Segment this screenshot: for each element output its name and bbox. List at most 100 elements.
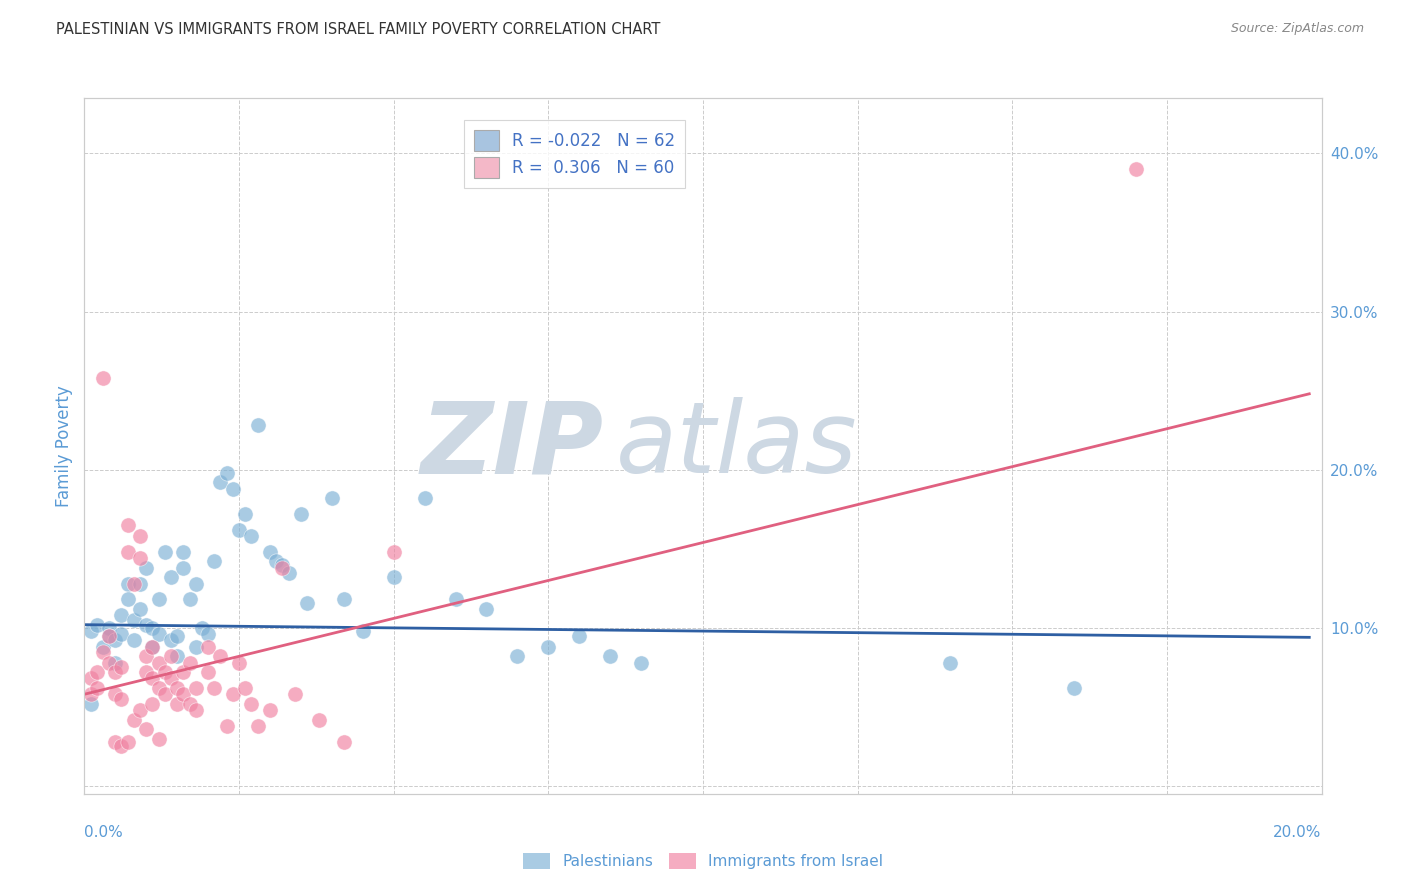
Point — [141, 640, 163, 654]
Point — [321, 491, 343, 505]
Point — [333, 735, 356, 749]
Point — [135, 560, 157, 574]
Point — [166, 681, 188, 695]
Text: PALESTINIAN VS IMMIGRANTS FROM ISRAEL FAMILY POVERTY CORRELATION CHART: PALESTINIAN VS IMMIGRANTS FROM ISRAEL FA… — [56, 22, 661, 37]
Point — [246, 719, 269, 733]
Point — [153, 687, 176, 701]
Point — [86, 665, 108, 680]
Point — [104, 687, 127, 701]
Point — [259, 545, 281, 559]
Point — [98, 629, 121, 643]
Point — [240, 697, 263, 711]
Point — [179, 592, 201, 607]
Point — [444, 592, 467, 607]
Point — [129, 551, 152, 566]
Point — [599, 649, 621, 664]
Point — [179, 656, 201, 670]
Text: Source: ZipAtlas.com: Source: ZipAtlas.com — [1230, 22, 1364, 36]
Point — [352, 624, 374, 638]
Point — [104, 735, 127, 749]
Point — [197, 640, 219, 654]
Point — [179, 697, 201, 711]
Point — [148, 592, 170, 607]
Point — [184, 576, 207, 591]
Point — [202, 554, 225, 568]
Point — [135, 649, 157, 664]
Text: atlas: atlas — [616, 398, 858, 494]
Point — [148, 681, 170, 695]
Point — [79, 624, 101, 638]
Point — [79, 697, 101, 711]
Point — [141, 621, 163, 635]
Point — [630, 656, 652, 670]
Point — [209, 475, 232, 490]
Legend: R = -0.022   N = 62, R =  0.306   N = 60: R = -0.022 N = 62, R = 0.306 N = 60 — [464, 120, 685, 187]
Point — [172, 665, 194, 680]
Text: 20.0%: 20.0% — [1274, 825, 1322, 840]
Point — [160, 672, 183, 686]
Point — [271, 560, 294, 574]
Point — [568, 629, 591, 643]
Point — [104, 633, 127, 648]
Point — [98, 629, 121, 643]
Point — [122, 576, 145, 591]
Legend: Palestinians, Immigrants from Israel: Palestinians, Immigrants from Israel — [516, 847, 890, 875]
Point — [110, 627, 132, 641]
Point — [129, 602, 152, 616]
Point — [202, 681, 225, 695]
Point — [160, 633, 183, 648]
Point — [148, 656, 170, 670]
Point — [1063, 681, 1085, 695]
Point — [148, 627, 170, 641]
Point — [172, 545, 194, 559]
Point — [79, 687, 101, 701]
Point — [215, 466, 238, 480]
Point — [91, 371, 114, 385]
Point — [166, 649, 188, 664]
Point — [271, 558, 294, 572]
Point — [295, 596, 318, 610]
Point — [184, 703, 207, 717]
Point — [246, 418, 269, 433]
Point — [117, 592, 139, 607]
Point — [135, 722, 157, 736]
Point — [184, 640, 207, 654]
Point — [79, 672, 101, 686]
Point — [129, 576, 152, 591]
Point — [91, 644, 114, 658]
Point — [98, 621, 121, 635]
Y-axis label: Family Poverty: Family Poverty — [55, 385, 73, 507]
Point — [122, 613, 145, 627]
Point — [135, 617, 157, 632]
Point — [135, 665, 157, 680]
Point — [228, 656, 250, 670]
Point — [233, 507, 256, 521]
Point — [290, 507, 312, 521]
Point — [222, 687, 245, 701]
Point — [110, 660, 132, 674]
Point — [308, 713, 330, 727]
Point — [86, 617, 108, 632]
Point — [110, 739, 132, 754]
Point — [98, 656, 121, 670]
Point — [141, 672, 163, 686]
Point — [1125, 162, 1147, 177]
Point — [277, 566, 299, 580]
Point — [240, 529, 263, 543]
Point — [506, 649, 529, 664]
Point — [86, 681, 108, 695]
Point — [110, 692, 132, 706]
Point — [153, 545, 176, 559]
Point — [259, 703, 281, 717]
Point — [122, 713, 145, 727]
Point — [209, 649, 232, 664]
Point — [117, 518, 139, 533]
Point — [939, 656, 962, 670]
Point — [166, 697, 188, 711]
Point — [172, 687, 194, 701]
Point — [215, 719, 238, 733]
Point — [141, 697, 163, 711]
Point — [160, 570, 183, 584]
Point — [382, 570, 405, 584]
Point — [475, 602, 498, 616]
